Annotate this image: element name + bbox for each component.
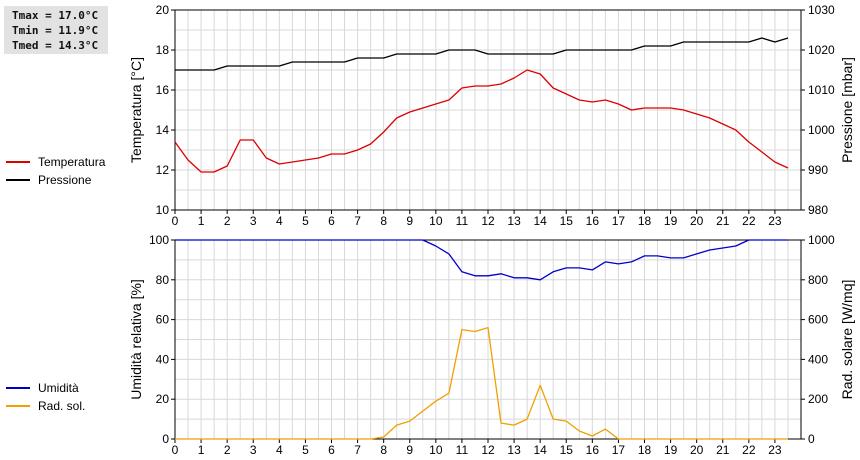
x-tick-label: 18 (638, 214, 652, 228)
y-tick-label-right: 980 (808, 203, 828, 217)
y-tick-label-right: 1010 (808, 83, 835, 97)
x-tick-label: 23 (768, 443, 782, 457)
x-tick-label: 17 (612, 214, 626, 228)
x-tick-label: 16 (586, 214, 600, 228)
y-tick-label-right: 600 (808, 313, 828, 327)
x-tick-label: 11 (456, 214, 469, 228)
x-tick-label: 1 (198, 214, 205, 228)
x-tick-label: 2 (224, 443, 231, 457)
x-tick-label: 16 (586, 443, 600, 457)
y-tick-label-left: 0 (162, 432, 169, 446)
x-tick-label: 15 (560, 443, 574, 457)
x-tick-label: 22 (742, 443, 756, 457)
x-tick-label: 14 (533, 443, 547, 457)
x-tick-label: 10 (429, 443, 443, 457)
y-tick-label-right: 1000 (808, 233, 835, 247)
x-tick-label: 17 (612, 443, 626, 457)
series-line-rad-sol- (175, 326, 788, 440)
x-tick-label: 11 (456, 443, 469, 457)
x-tick-label: 0 (172, 214, 179, 228)
y-tick-label-left: 20 (156, 3, 170, 17)
x-tick-label: 7 (354, 443, 361, 457)
legend-label: Temperatura (38, 155, 106, 169)
x-tick-label: 6 (328, 443, 335, 457)
y-tick-label-left: 40 (156, 352, 170, 366)
y-tick-label-right: 1000 (808, 123, 835, 137)
legend-label: Pressione (38, 173, 92, 187)
x-tick-label: 21 (716, 443, 730, 457)
x-tick-label: 20 (690, 443, 704, 457)
x-tick-label: 18 (638, 443, 652, 457)
x-tick-label: 13 (507, 214, 521, 228)
x-tick-label: 22 (742, 214, 756, 228)
legend-label: Umidità (38, 381, 79, 395)
x-tick-label: 19 (664, 214, 678, 228)
y-tick-label-right: 800 (808, 273, 828, 287)
x-tick-label: 14 (533, 214, 547, 228)
y-tick-label-right: 200 (808, 392, 828, 406)
y-tick-label-left: 60 (156, 313, 170, 327)
y-tick-label-left: 18 (156, 43, 170, 57)
x-tick-label: 2 (224, 214, 231, 228)
series-line-umidit- (175, 239, 788, 281)
x-tick-label: 10 (429, 214, 443, 228)
x-tick-label: 19 (664, 443, 678, 457)
x-tick-label: 12 (481, 443, 495, 457)
x-tick-label: 20 (690, 214, 704, 228)
y-axis-label-left: Umidità relativa [%] (128, 279, 144, 400)
x-tick-label: 9 (406, 214, 413, 228)
x-tick-label: 5 (302, 443, 309, 457)
tmax-text: Tmax = 17.0°C (12, 9, 99, 22)
x-tick-label: 21 (716, 214, 730, 228)
x-tick-label: 12 (481, 214, 495, 228)
x-tick-label: 3 (250, 443, 257, 457)
y-tick-label-left: 14 (156, 123, 170, 137)
y-tick-label-left: 100 (149, 233, 169, 247)
series-line-pressione (175, 37, 789, 71)
x-tick-label: 13 (507, 443, 521, 457)
x-tick-label: 0 (172, 443, 179, 457)
y-tick-label-right: 1020 (808, 43, 835, 57)
x-tick-label: 15 (560, 214, 574, 228)
y-tick-label-left: 12 (156, 163, 170, 177)
x-tick-label: 1 (198, 443, 205, 457)
y-tick-label-left: 10 (156, 203, 170, 217)
series-line-temperatura (174, 69, 789, 173)
y-axis-label-right: Rad. solare [W/mq] (839, 280, 855, 400)
x-tick-label: 4 (276, 443, 283, 457)
y-tick-label-left: 80 (156, 273, 170, 287)
y-tick-label-right: 990 (808, 163, 828, 177)
x-tick-label: 4 (276, 214, 283, 228)
x-tick-label: 5 (302, 214, 309, 228)
legend-label: Rad. sol. (38, 399, 85, 413)
tmin-text: Tmin = 11.9°C (12, 24, 99, 37)
x-tick-label: 8 (380, 443, 387, 457)
x-tick-label: 7 (354, 214, 361, 228)
x-tick-label: 3 (250, 214, 257, 228)
y-tick-label-left: 16 (156, 83, 170, 97)
y-axis-label-right: Pressione [mbar] (839, 57, 855, 163)
tmed-text: Tmed = 14.3°C (12, 39, 99, 52)
y-tick-label-right: 0 (808, 432, 815, 446)
y-tick-label-right: 1030 (808, 3, 835, 17)
y-tick-label-right: 400 (808, 352, 828, 366)
x-tick-label: 8 (380, 214, 387, 228)
stats-box: Tmax = 17.0°C Tmin = 11.9°C Tmed = 14.3°… (4, 6, 108, 54)
y-tick-label-left: 20 (156, 392, 170, 406)
x-tick-label: 9 (406, 443, 413, 457)
x-tick-label: 23 (768, 214, 782, 228)
x-tick-label: 6 (328, 214, 335, 228)
y-axis-label-left: Temperatura [°C] (128, 57, 144, 163)
